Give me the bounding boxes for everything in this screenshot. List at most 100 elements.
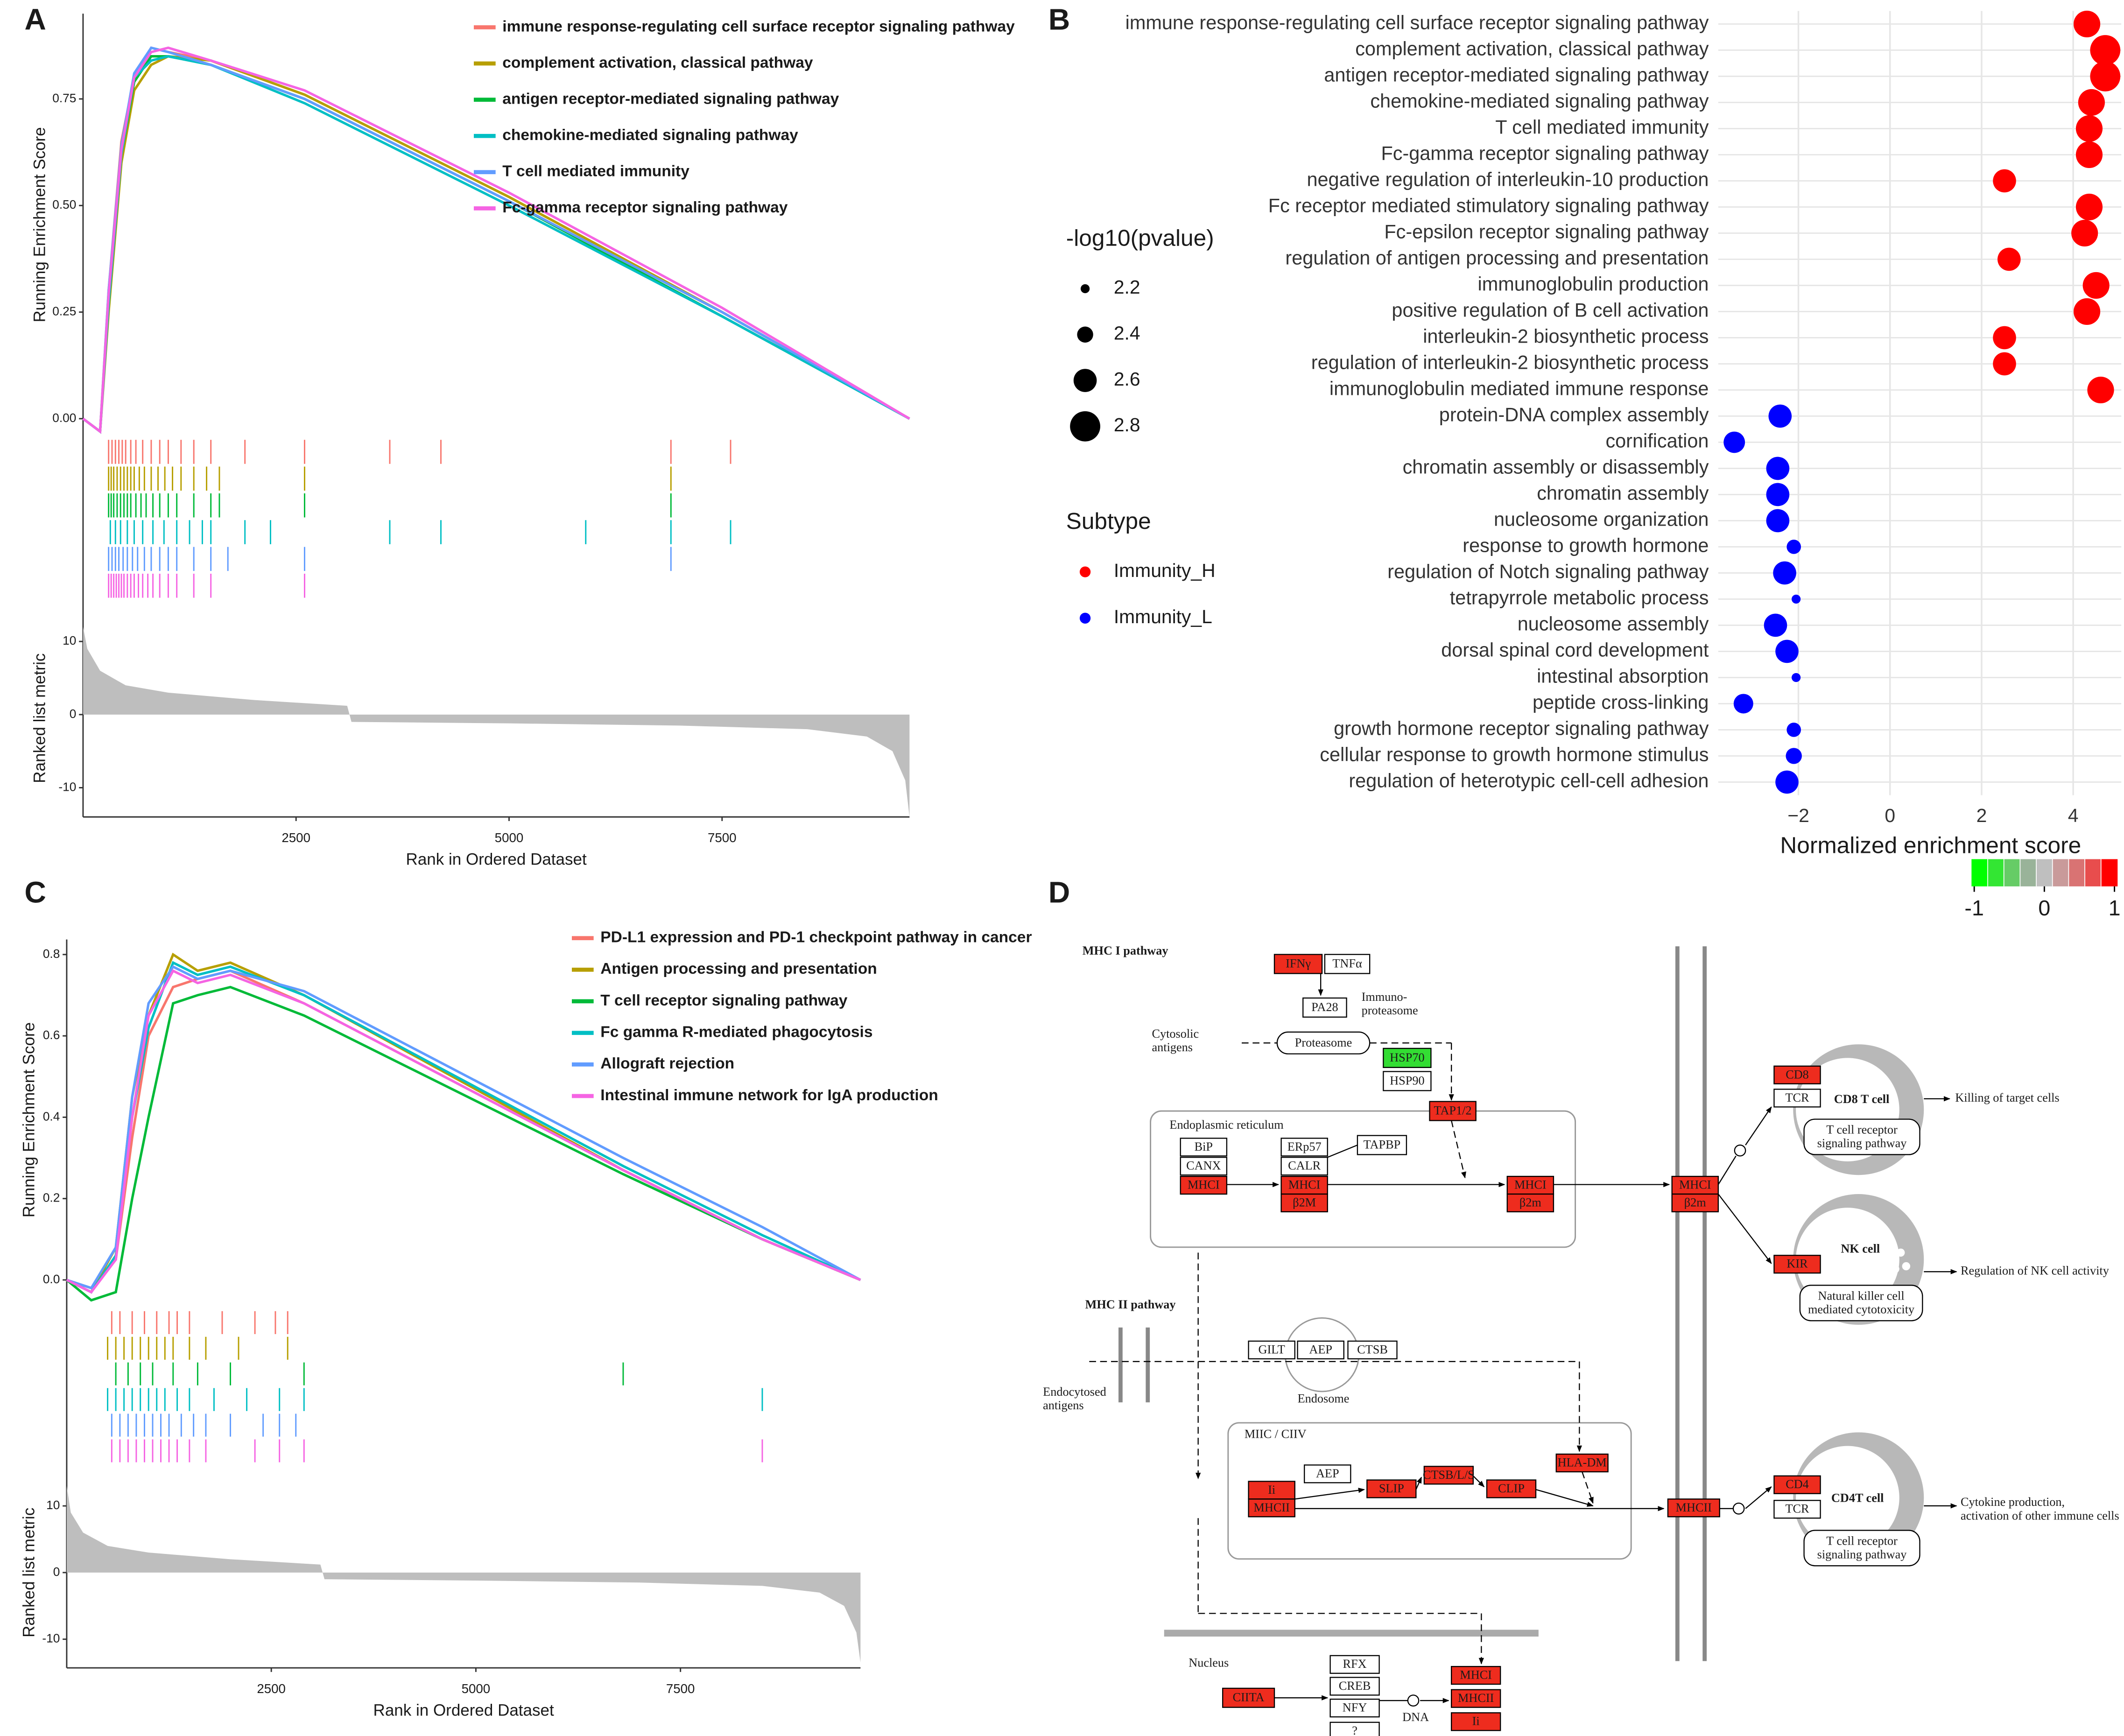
category-label: growth hormone receptor signaling pathwa…: [1334, 717, 1709, 739]
node-label: T cell receptor: [1826, 1123, 1898, 1136]
gene-box: [1803, 1118, 1920, 1155]
node-label: TCR: [1785, 1091, 1809, 1104]
node-label: β2m: [1519, 1195, 1541, 1209]
granule: [1875, 1257, 1883, 1265]
category-label: nucleosome assembly: [1518, 613, 1709, 634]
gene-box: [1329, 1698, 1380, 1718]
es-line: [82, 46, 910, 434]
node-label: RFX: [1343, 1657, 1367, 1671]
dot: [1768, 404, 1792, 428]
node-label: DNA: [1402, 1710, 1429, 1724]
category-label: T cell mediated immunity: [1495, 116, 1709, 138]
node-label: MHC II pathway: [1085, 1298, 1176, 1311]
y-axis-label: Running Enrichment Score: [20, 1022, 38, 1217]
dot: [1733, 694, 1753, 714]
color-scale-segment: [1988, 859, 2004, 886]
node-label: CANX: [1186, 1159, 1221, 1173]
legend-label: T cell mediated immunity: [502, 163, 689, 180]
legend-label: Antigen processing and presentation: [600, 960, 877, 977]
gene-box: [1222, 1687, 1275, 1708]
gene-box: [1329, 1677, 1380, 1696]
node-label: CD8: [1786, 1068, 1809, 1081]
connector: [1535, 1489, 1594, 1507]
gene-box: [1383, 1047, 1432, 1068]
es-line: [66, 965, 861, 1290]
category-label: tetrapyrrole metabolic process: [1450, 587, 1709, 608]
color-scale-segment: [2020, 859, 2037, 886]
color-scale-segment: [2068, 859, 2085, 886]
legend-label: Intestinal immune network for IgA produc…: [600, 1087, 938, 1104]
dot: [1786, 748, 1802, 764]
node-label: CD4: [1786, 1477, 1809, 1491]
gene-box: [1276, 1031, 1371, 1054]
gene-box: [1773, 1500, 1821, 1519]
dot: [1723, 431, 1745, 453]
node-label: GILT: [1258, 1342, 1285, 1356]
legend-title: -log10(pvalue): [1066, 225, 1214, 251]
dot: [1993, 169, 2016, 193]
gene-box: [1773, 1089, 1821, 1108]
category-label: immune response-regulating cell surface …: [1125, 12, 1709, 33]
x-tick-label: 2: [1976, 805, 1987, 826]
gene-box: [1304, 1464, 1351, 1483]
node-label: MHCI: [1514, 1178, 1547, 1192]
size-legend-label: 2.6: [1114, 368, 1140, 390]
y-tick-label: -10: [42, 1631, 60, 1645]
node-label: KIR: [1786, 1257, 1808, 1271]
dot: [2082, 272, 2110, 299]
dot: [2075, 115, 2103, 142]
connector-node: [1732, 1502, 1745, 1515]
es-line: [66, 969, 861, 1294]
category-label: regulation of interleukin-2 biosynthetic…: [1311, 351, 1709, 373]
node-label: MHCI: [1460, 1668, 1492, 1682]
node-label: antigens: [1152, 1040, 1192, 1054]
es-line: [82, 55, 910, 434]
category-label: immunoglobulin production: [1478, 273, 1709, 295]
node-label: Nucleus: [1189, 1656, 1229, 1669]
category-label: complement activation, classical pathway: [1355, 38, 1709, 59]
y-axis-label: Ranked list metric: [31, 654, 49, 783]
category-label: cellular response to growth hormone stim…: [1320, 744, 1709, 765]
gene-box: [1248, 1340, 1295, 1360]
x-tick-label: 4: [2068, 805, 2079, 826]
x-tick-label: 5000: [462, 1681, 491, 1696]
pathway-diagram: IFNγ TNFα PA28 Proteasome HSP70 HSP90 TAP1/2 Bi…: [1043, 944, 2119, 1736]
connector: [1415, 1476, 1422, 1490]
node-label: CALR: [1288, 1159, 1321, 1173]
node-label: MHCII: [1458, 1691, 1494, 1705]
legend-label: Allograft rejection: [600, 1055, 734, 1072]
gene-box: [1329, 1655, 1380, 1674]
color-scale-segment: [2036, 859, 2053, 886]
node-label: T cell receptor: [1826, 1534, 1898, 1547]
er-compartment: [1150, 1110, 1576, 1248]
connector: [1473, 1475, 1485, 1488]
dot: [1993, 326, 2016, 350]
cell-inner: [1796, 1446, 1899, 1550]
es-line: [82, 55, 910, 434]
node-label: signaling pathway: [1817, 1137, 1907, 1150]
miic-compartment: [1227, 1422, 1632, 1560]
gene-box: [1555, 1453, 1609, 1473]
node-label: Cytokine production,: [1961, 1495, 2065, 1509]
size-legend-dot: [1070, 411, 1100, 442]
y-tick-label: 0.00: [52, 411, 76, 425]
dot: [2078, 89, 2105, 116]
dot: [2074, 298, 2101, 325]
granule: [1896, 1248, 1905, 1257]
node-label: β2m: [1684, 1195, 1706, 1209]
color-scale-segment: [2004, 859, 2021, 886]
gene-box: [1671, 1193, 1719, 1213]
gene-box: [1429, 1101, 1477, 1121]
y-tick-label: 10: [46, 1498, 60, 1512]
panel-label: A: [24, 3, 46, 36]
gene-box: [1273, 954, 1323, 974]
color-scale-segment: [2085, 859, 2102, 886]
gene-box: [1451, 1666, 1501, 1685]
connector-node: [1407, 1694, 1420, 1707]
nucleus-membrane: [1164, 1630, 1539, 1637]
legend-label: T cell receptor signaling pathway: [600, 992, 848, 1009]
node-label: CTSB/L/S: [1423, 1468, 1475, 1482]
node-label: Killing of target cells: [1955, 1091, 2059, 1104]
node-label: TCR: [1785, 1502, 1809, 1516]
